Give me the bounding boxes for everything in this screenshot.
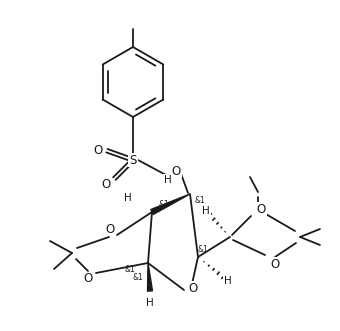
Text: H: H <box>146 298 154 308</box>
Text: &1: &1 <box>159 200 169 209</box>
Text: H: H <box>224 276 232 286</box>
Text: &1: &1 <box>133 273 143 282</box>
Text: H: H <box>202 206 210 216</box>
Polygon shape <box>148 263 153 291</box>
Text: S: S <box>129 154 137 166</box>
Text: &1: &1 <box>198 245 208 254</box>
Text: O: O <box>105 222 115 235</box>
Text: &1: &1 <box>194 196 205 205</box>
Text: O: O <box>101 177 110 191</box>
Text: &1: &1 <box>125 264 135 273</box>
Text: H: H <box>164 175 172 185</box>
Text: O: O <box>256 203 266 215</box>
Text: O: O <box>171 165 181 177</box>
Text: O: O <box>83 272 92 286</box>
Text: O: O <box>270 258 279 270</box>
Polygon shape <box>151 194 190 214</box>
Text: O: O <box>188 281 198 295</box>
Text: O: O <box>94 144 103 157</box>
Text: H: H <box>124 193 132 203</box>
